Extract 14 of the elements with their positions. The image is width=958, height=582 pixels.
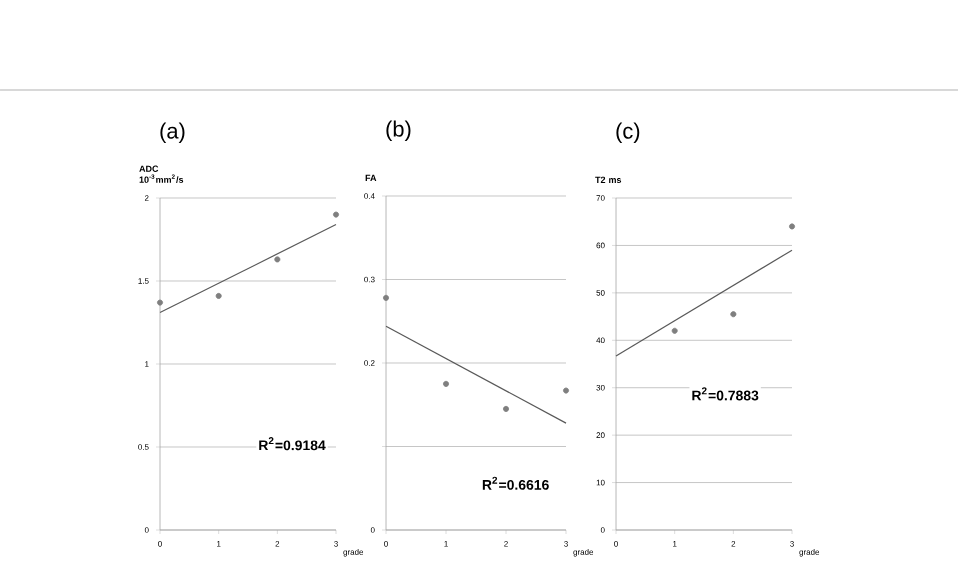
point <box>443 380 450 387</box>
point <box>563 387 570 394</box>
point <box>274 256 281 263</box>
point <box>730 311 737 318</box>
point <box>503 405 510 412</box>
point <box>789 223 796 230</box>
chart-title: (a) <box>160 122 185 143</box>
chart-title: (b) <box>386 120 411 142</box>
point <box>157 299 164 306</box>
point <box>215 292 222 299</box>
point <box>333 211 340 218</box>
point <box>671 327 678 334</box>
point <box>383 294 390 301</box>
chart-title: (c) <box>616 122 640 144</box>
